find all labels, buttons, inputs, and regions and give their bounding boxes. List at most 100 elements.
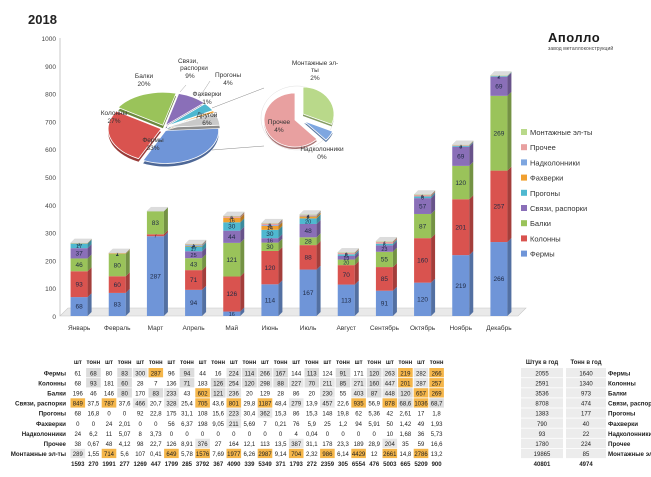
bar-segment-side <box>278 234 283 243</box>
legend-swatch <box>521 235 527 242</box>
legend-swatch <box>521 129 527 135</box>
table-cell: 657 <box>416 392 427 398</box>
bar-layer: 6893463717118360802112877839471432517233… <box>70 71 512 318</box>
table-total: 665 <box>400 462 411 468</box>
table-cell: 164 <box>229 442 240 448</box>
table-cell-bg <box>226 418 242 428</box>
table-cell-bg <box>70 398 86 408</box>
legend-label: Прогоны <box>530 189 560 198</box>
table-cell: 30,4 <box>244 412 256 418</box>
bar-segment <box>261 229 279 239</box>
bar-segment <box>452 145 470 146</box>
table-cell: 1,93 <box>431 422 443 428</box>
bar-segment <box>261 238 279 243</box>
table-row-label: Прочее <box>44 441 67 448</box>
bar-segment <box>108 276 126 293</box>
table-header-unit: тонн <box>149 360 163 366</box>
table-cell: 0 <box>185 432 189 438</box>
bar-segment-side <box>202 254 207 271</box>
table-cell: 31,1 <box>306 442 318 448</box>
table-cell: 68 <box>74 412 81 418</box>
table-total: 447 <box>151 462 162 468</box>
legend-label: Монтажные эл-ты <box>530 128 592 137</box>
table-cell: 0 <box>341 432 345 438</box>
table-cell: 28 <box>137 381 144 387</box>
table-cell-bg <box>226 408 242 418</box>
bar-segment-side <box>354 251 359 260</box>
pie-label-name: Связи, <box>178 58 198 65</box>
bar-segment <box>299 237 317 246</box>
bar-segment-side <box>278 238 283 251</box>
table-cell: 24 <box>106 422 113 428</box>
table-cell: 1,42 <box>400 422 412 428</box>
table-cell: 5,07 <box>119 432 131 438</box>
table-header-unit: шт <box>230 360 238 366</box>
table-total: 305 <box>338 462 349 468</box>
bar-segment <box>146 211 164 235</box>
bar-value-label: 120 <box>264 265 275 272</box>
table-cell: 11 <box>106 432 113 438</box>
table-cell: 113 <box>307 371 317 377</box>
table-cell: 80 <box>121 392 128 398</box>
table-cell: 4429 <box>352 452 366 458</box>
legend-swatch <box>521 174 527 181</box>
table-cell: 98 <box>137 442 144 448</box>
x-tick-label: Сентябрь <box>370 324 400 332</box>
bar-value-label: 113 <box>341 297 352 304</box>
table-sum-tonn: 474 <box>581 402 592 408</box>
bar-segment <box>261 225 279 230</box>
bar-segment-side <box>316 233 321 246</box>
table-cell: 466 <box>135 402 146 408</box>
table-cell: 1036 <box>414 402 428 408</box>
table-header-unit: тонн <box>118 360 132 366</box>
table-cell: 46 <box>90 392 97 398</box>
x-tick-label: Февраль <box>104 325 131 332</box>
bar-value-label: 30 <box>266 244 274 251</box>
table-cell: 15,3 <box>306 412 318 418</box>
bar-segment <box>414 196 432 199</box>
table-total: 277 <box>120 462 131 468</box>
table-cell-bg <box>521 428 563 438</box>
bar-segment-side <box>431 192 436 199</box>
bar-value-label: 114 <box>265 297 276 304</box>
table-cell-bg <box>398 388 413 398</box>
table-cell: 287 <box>151 371 162 377</box>
bar-segment <box>337 265 355 285</box>
table-cell: 85 <box>340 381 347 387</box>
table-row-label: Надколонники <box>22 431 66 438</box>
bar-segment-side <box>87 293 92 316</box>
bar-segment <box>185 289 203 316</box>
main-pie-slice <box>142 127 220 164</box>
table-cell: 20 <box>246 392 253 398</box>
x-tick-label: Декабрь <box>486 324 512 332</box>
y-tick-label: 500 <box>45 175 56 182</box>
table-cell: 14,8 <box>400 452 412 458</box>
table-row-label: Прогоны <box>39 411 66 418</box>
bar-value-label: 3 <box>307 214 310 220</box>
table-cell-bg <box>521 378 563 388</box>
table-sum-shtuk: 19865 <box>534 452 551 458</box>
bar-segment-side <box>392 286 397 316</box>
table-cell-bg <box>164 398 179 408</box>
table-row-label: Балки <box>47 391 66 398</box>
bar-segment <box>185 244 203 246</box>
table-cell: 704 <box>291 452 302 458</box>
bar-segment <box>299 223 317 238</box>
table-sum-tonn: 1640 <box>579 371 593 377</box>
y-tick-label: 0 <box>52 314 56 321</box>
pie-label-name: Монтажные эл- <box>292 60 338 67</box>
table-total: 272 <box>307 462 318 468</box>
bar-segment <box>108 292 126 316</box>
bar-segment <box>146 236 164 316</box>
table-cell: 167 <box>276 371 287 377</box>
table-cell: 0 <box>139 422 143 428</box>
table-cell: 211 <box>323 381 333 387</box>
table-cell-bg <box>320 388 335 398</box>
bar-segment <box>414 194 432 197</box>
table-cell: 181 <box>104 381 115 387</box>
bar-value-label: 17 <box>191 247 197 253</box>
table-cell: 328 <box>166 402 177 408</box>
bar-value-label: 17 <box>76 244 82 250</box>
table-cell-bg <box>195 398 210 408</box>
bar-segment-side <box>240 272 245 312</box>
